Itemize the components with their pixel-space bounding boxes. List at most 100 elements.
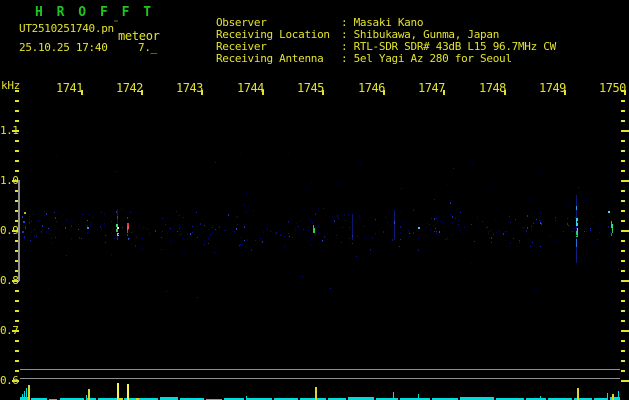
noise-dot bbox=[302, 276, 303, 277]
noise-dot bbox=[597, 239, 598, 240]
noise-dot bbox=[436, 255, 437, 256]
meteor-echo-mark bbox=[117, 227, 119, 229]
noise-dot bbox=[241, 237, 242, 239]
noise-dot bbox=[490, 186, 491, 187]
info-sep: : bbox=[340, 28, 348, 41]
noise-dot bbox=[524, 227, 525, 228]
noise-dot bbox=[491, 242, 492, 243]
freq-tick-left bbox=[15, 110, 19, 112]
freq-axis-unit: kHz bbox=[1, 79, 20, 92]
noise-dot bbox=[105, 242, 106, 243]
noise-dot bbox=[400, 239, 401, 240]
freq-tick-right bbox=[621, 250, 625, 252]
noise-dot bbox=[105, 235, 106, 236]
noise-dot bbox=[55, 238, 56, 239]
freq-tick-left bbox=[15, 100, 19, 102]
level-spike-cyan bbox=[618, 391, 619, 400]
freq-tick-left bbox=[15, 350, 19, 352]
meteor-echo-mark bbox=[577, 228, 578, 231]
freq-axis-label: 0.6 bbox=[0, 374, 19, 387]
noise-dot bbox=[281, 235, 282, 236]
noise-dot bbox=[540, 220, 541, 222]
level-baseline-segment bbox=[594, 398, 608, 400]
level-spike-yellow bbox=[612, 394, 614, 400]
noise-dot bbox=[247, 239, 248, 241]
time-axis-tick bbox=[201, 90, 203, 95]
noise-dot bbox=[249, 294, 250, 295]
noise-dot bbox=[372, 237, 373, 239]
reference-hline-lower bbox=[20, 378, 620, 379]
noise-dot bbox=[385, 217, 386, 218]
level-spike-cyan bbox=[22, 394, 23, 400]
noise-dot bbox=[439, 231, 440, 233]
meteor-echo-mark bbox=[25, 226, 26, 229]
noise-dot bbox=[477, 231, 478, 232]
noise-dot bbox=[280, 234, 281, 236]
noise-dot bbox=[563, 231, 564, 232]
noise-dot bbox=[204, 239, 205, 241]
noise-dot bbox=[352, 235, 353, 237]
noise-dot bbox=[30, 240, 31, 241]
noise-dot bbox=[113, 228, 114, 229]
noise-dot bbox=[554, 240, 555, 241]
filename-tail-marks: ¨ bbox=[113, 20, 119, 31]
noise-dot bbox=[332, 215, 333, 217]
noise-dot bbox=[551, 235, 552, 236]
freq-tick-left bbox=[15, 190, 19, 192]
meteor-echo-mark bbox=[576, 239, 577, 247]
noise-dot bbox=[149, 232, 150, 234]
meteor-echo-mark bbox=[611, 233, 612, 236]
noise-dot bbox=[292, 237, 293, 238]
noise-dot bbox=[318, 208, 319, 209]
noise-dot bbox=[165, 224, 166, 225]
noise-dot bbox=[87, 220, 88, 221]
noise-dot bbox=[555, 217, 556, 219]
noise-dot bbox=[295, 227, 296, 228]
noise-dot bbox=[584, 231, 585, 232]
noise-dot bbox=[59, 230, 60, 231]
noise-dot bbox=[162, 218, 163, 219]
noise-dot bbox=[143, 227, 144, 229]
noise-dot bbox=[148, 229, 149, 230]
noise-dot bbox=[129, 238, 130, 239]
noise-dot bbox=[94, 301, 95, 302]
noise-dot bbox=[547, 221, 548, 222]
freq-tick-right bbox=[621, 240, 625, 242]
noise-dot bbox=[319, 243, 320, 244]
level-baseline-segment bbox=[246, 398, 272, 400]
noise-dot bbox=[568, 225, 569, 226]
freq-tick-right bbox=[621, 370, 625, 372]
app-title: H R O F F T bbox=[35, 5, 155, 20]
noise-dot bbox=[145, 227, 146, 228]
noise-dot bbox=[298, 226, 299, 227]
noise-dot bbox=[77, 162, 78, 163]
noise-dot bbox=[539, 220, 540, 221]
meteor-echo-mark bbox=[116, 229, 118, 232]
noise-dot bbox=[326, 227, 327, 228]
noise-dot bbox=[371, 217, 372, 218]
noise-dot bbox=[237, 224, 238, 225]
noise-dot bbox=[289, 236, 290, 237]
noise-dot bbox=[212, 232, 213, 233]
noise-dot bbox=[578, 232, 579, 233]
noise-dot bbox=[240, 153, 241, 154]
noise-dot bbox=[370, 249, 371, 251]
noise-dot bbox=[88, 214, 89, 215]
noise-dot bbox=[508, 221, 509, 222]
noise-dot bbox=[418, 237, 419, 239]
level-spike-yellow bbox=[127, 384, 129, 400]
noise-dot bbox=[425, 235, 426, 237]
noise-dot bbox=[334, 220, 335, 222]
freq-axis-label: 0.9 bbox=[0, 224, 19, 237]
noise-dot bbox=[322, 240, 323, 241]
noise-dot bbox=[33, 214, 34, 215]
level-baseline-segment bbox=[31, 398, 47, 400]
noise-dot bbox=[187, 234, 188, 235]
freq-tick-left bbox=[15, 150, 19, 152]
noise-dot bbox=[595, 157, 596, 158]
noise-dot bbox=[345, 220, 346, 221]
time-axis-label: 1749 bbox=[539, 81, 566, 95]
freq-tick-right bbox=[621, 150, 625, 152]
noise-dot bbox=[155, 235, 156, 236]
noise-dot bbox=[54, 212, 55, 213]
